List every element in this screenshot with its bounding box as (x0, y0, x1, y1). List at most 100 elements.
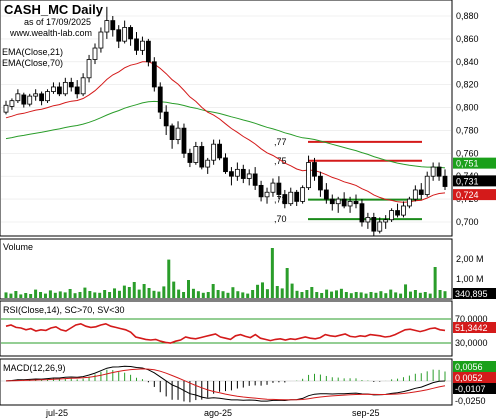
volume-bar (330, 291, 334, 298)
candle-body (128, 27, 133, 40)
volume-bar (211, 284, 215, 298)
volume-bar (408, 291, 412, 298)
price-axis: 0,8800,8600,8400,8200,8000,7800,7600,740… (453, 11, 496, 227)
candle-body (86, 59, 92, 79)
volume-bar (374, 292, 378, 298)
x-label-ago: ago-25 (204, 408, 232, 418)
volume-bar (320, 293, 324, 298)
candle-body (9, 100, 15, 107)
volume-tick-2m: 2,00 M (456, 254, 484, 264)
volume-bar (132, 282, 136, 298)
volume-bar (428, 293, 432, 298)
volume-bar (117, 290, 121, 298)
candle-body (258, 184, 264, 198)
volume-bar (216, 290, 220, 298)
candle-body (223, 157, 228, 173)
volume-bar (19, 294, 23, 298)
candle-body (240, 168, 246, 179)
volume-bar (260, 282, 264, 298)
candle-body (424, 175, 430, 195)
volume-bar (418, 292, 422, 298)
volume-bar (137, 289, 141, 298)
volume-bar (334, 290, 338, 298)
candle-body (442, 175, 448, 187)
volume-bar (167, 259, 171, 298)
volume-bar (43, 293, 47, 298)
level-label: ,77 (274, 137, 287, 147)
volume-bar (384, 293, 388, 298)
support-resistance-levels: ,77 ,75 ,72 ,70 (274, 137, 422, 224)
candle-body (430, 166, 436, 177)
candle-body (234, 168, 240, 177)
volume-bar (354, 292, 358, 298)
volume-bar (369, 292, 373, 298)
macd-label: MACD(12,26,9) (3, 363, 66, 373)
candle-body (21, 94, 27, 105)
volume-bar (404, 284, 408, 298)
volume-bar (48, 290, 52, 298)
price-tick: 0,840 (456, 57, 479, 67)
candle-body (175, 127, 181, 140)
candle-body (92, 47, 98, 60)
price-tick: 0,800 (456, 103, 479, 113)
volume-bar (142, 284, 146, 298)
candle-body (288, 191, 294, 205)
rsi-line (5, 322, 446, 344)
candle-body (80, 77, 86, 95)
volume-bar (359, 292, 363, 298)
volume-value-tag (453, 288, 496, 299)
volume-bar (226, 292, 230, 298)
candle-body (412, 189, 418, 200)
macd-panel[interactable]: MACD(12,26,9) (0, 358, 453, 406)
candle-body (151, 61, 157, 88)
volume-tick-1m: 1,00 M (456, 274, 484, 284)
candle-body (312, 162, 317, 177)
candle-body (122, 27, 128, 42)
macd-black-text: -0,0107 (455, 384, 486, 394)
rsi-value-text: 51,3442 (455, 323, 488, 333)
candle-body (359, 203, 365, 223)
candle-body (217, 143, 222, 159)
candle-body (341, 198, 347, 207)
volume-bar (241, 292, 245, 298)
x-label-jul: jul-25 (45, 408, 68, 418)
volume-bar (122, 285, 126, 298)
volume-bar (305, 290, 309, 298)
price-panel[interactable]: ,77 ,75 ,72 ,70 CASH_MC Daily as of 17/09/2… (0, 0, 453, 237)
volume-bar (83, 287, 87, 298)
candle-body (246, 173, 252, 179)
volume-bar (14, 291, 18, 298)
volume-bar (295, 290, 299, 298)
candle-body (51, 86, 56, 92)
candle-body (270, 182, 276, 193)
volume-bar (68, 289, 72, 298)
candle-body (294, 191, 300, 202)
price-tick: 0,880 (456, 11, 479, 21)
candle-body (181, 127, 187, 154)
candle-body (45, 91, 50, 102)
volume-panel[interactable]: Volume (0, 238, 453, 300)
rsi-tick-70: 70,0000 (455, 314, 488, 324)
volume-bar (394, 292, 398, 298)
volume-bar (364, 293, 368, 298)
candle-body (39, 93, 44, 102)
candle-body (145, 40, 151, 63)
candle-body (353, 200, 359, 205)
volume-bar (389, 289, 393, 298)
macd-black-tag (453, 383, 496, 394)
candle-body (395, 210, 400, 216)
volume-bar (275, 286, 279, 298)
rsi-panel[interactable]: RSI(Close,14), SC>70, SV<30 (0, 300, 453, 357)
macd-green-text: 0,0056 (455, 362, 483, 372)
macd-tick: -0,0250 (455, 396, 486, 406)
volume-bar (103, 290, 107, 298)
volume-bar (399, 293, 403, 298)
volume-bar (187, 280, 191, 298)
volume-bar (34, 289, 38, 298)
candle-body (383, 219, 389, 223)
rsi-label: RSI(Close,14), SC>70, SV<30 (3, 305, 125, 315)
candle-body (104, 20, 110, 33)
volume-bars (4, 248, 447, 298)
volume-bar (315, 292, 319, 298)
